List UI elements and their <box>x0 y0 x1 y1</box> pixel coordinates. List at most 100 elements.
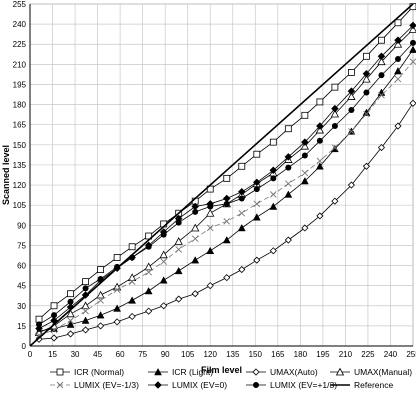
series-umax-auto-point <box>175 295 183 303</box>
series-umax-auto <box>35 99 416 343</box>
series-umax-auto-point <box>128 312 136 321</box>
series-lumix-ev-0-point <box>269 166 278 175</box>
series-umax-auto-point <box>347 181 355 189</box>
series-umax-auto-point <box>409 99 416 107</box>
series-icr-light-point <box>315 162 324 170</box>
legend-label: LUMIX (EV=0) <box>172 380 227 390</box>
axes: 0 15 30 45 60 75 90 105 120 135 150 165 180 195 210 225… <box>13 0 416 359</box>
y-tick-label: 15 <box>17 322 26 331</box>
series-lumix-ev-1-3-point <box>192 208 199 215</box>
series-icr-light-point <box>206 246 215 255</box>
y-tick-label: 120 <box>13 181 27 190</box>
series-umax-manual-point <box>174 237 183 245</box>
series-umax-auto-point <box>394 122 402 130</box>
series-lumix-ev-1-3-point <box>253 200 261 208</box>
y-tick-label: 45 <box>17 282 26 291</box>
x-tick-label: 90 <box>161 350 170 359</box>
legend-label: LUMIX (EV=+1/3) <box>270 380 337 390</box>
series-umax-manual-point <box>206 208 215 217</box>
series-icr-light-point <box>409 45 416 53</box>
series-lumix-ev-1-3-point <box>223 217 231 225</box>
series-icr-light-point <box>159 276 168 284</box>
legend: ICR (Normal) ICR (Light) UMAX(Auto) UMAX(Ma… <box>50 367 412 390</box>
series-icr-normal-point <box>238 162 246 170</box>
x-tick-label: 30 <box>71 350 80 359</box>
series-lumix-ev-1-3-point <box>409 58 416 65</box>
series-icr-light-point <box>300 177 309 185</box>
series-lumix-ev-0-point <box>347 87 356 96</box>
x-tick-label: 180 <box>294 350 308 359</box>
series-reference-line <box>29 3 414 347</box>
series-icr-light-point <box>269 202 278 210</box>
series-lumix-ev-1-3-point <box>82 307 89 315</box>
series-icr-normal-point <box>284 125 292 133</box>
series-lumix-ev-1-3-point <box>285 164 292 171</box>
series-lumix-ev-1-3-point <box>378 91 385 99</box>
series-icr-normal-point <box>378 36 385 44</box>
series-umax-auto-point <box>331 197 339 205</box>
legend-item-umax-auto: UMAX(Auto) <box>246 367 318 377</box>
y-tick-label: 90 <box>17 221 26 230</box>
series-umax-manual-point <box>191 223 200 232</box>
series-lumix-ev-1-3-point <box>238 195 245 202</box>
x-tick-label: 45 <box>93 350 102 359</box>
y-tick-label: 195 <box>13 80 27 89</box>
series-lumix-ev-0-point <box>377 52 386 61</box>
y-tick-label: 30 <box>17 302 26 311</box>
series-lumix-ev-0-point <box>394 36 402 45</box>
series-icr-light-point <box>144 286 153 295</box>
series-lumix-ev-1-3-point <box>348 106 355 113</box>
series-lumix-ev-1-3-point <box>145 243 152 250</box>
series-umax-manual-point <box>127 273 137 281</box>
series-umax-auto-point <box>284 236 292 244</box>
y-tick-label: 180 <box>13 101 27 110</box>
series-icr-normal-point <box>301 111 309 119</box>
series-umax-auto-point <box>191 290 199 298</box>
series-lumix-ev-1-3-point <box>35 331 43 339</box>
y-tick-label: 225 <box>13 40 27 49</box>
series-lumix-ev-1-3-point <box>238 209 246 217</box>
series-lumix-ev-0-point <box>284 153 293 161</box>
plot-series <box>29 3 416 347</box>
series-lumix-ev-1-3-point <box>223 200 230 207</box>
series-icr-normal-point <box>128 243 136 251</box>
legend-item-lumix-ev-1-3: LUMIX (EV=-1/3) <box>50 380 139 390</box>
series-umax-manual-point <box>330 109 340 118</box>
legend-item-lumix-ev-1-3: LUMIX (EV=+1/3) <box>246 380 337 390</box>
series-lumix-ev-1-3-point <box>175 246 183 253</box>
y-tick-label: 60 <box>17 262 26 271</box>
y-tick-label: 105 <box>13 201 27 210</box>
x-tick-label: 240 <box>384 350 398 359</box>
series-lumix-ev-1-3-point <box>67 317 74 324</box>
series-lumix-ev-1-3-point <box>301 169 309 177</box>
legend-label: UMAX(Auto) <box>270 367 318 377</box>
series-icr-normal-point <box>82 278 89 286</box>
series-icr-light-point <box>191 256 200 264</box>
series-lumix-ev-1-3-point <box>207 203 214 210</box>
series-umax-manual-point <box>159 250 168 259</box>
series-icr-light-point <box>96 311 105 319</box>
series-umax-manual-point <box>96 290 105 299</box>
series-lumix-ev-1-3-point <box>270 175 277 182</box>
series-lumix-ev-1-3-point <box>394 75 402 83</box>
series-lumix-ev-1-3-point <box>160 258 167 265</box>
series-lumix-ev-1-3-point <box>51 312 58 319</box>
series-lumix-ev-1-3-point <box>160 231 167 238</box>
x-tick-label: 105 <box>181 350 195 359</box>
series-umax-manual-point <box>66 309 75 318</box>
series-lumix-ev-1-3-point <box>128 278 136 285</box>
series-lumix-ev-0-point <box>331 104 339 113</box>
legend-item-icr-light: ICR (Light) <box>148 367 213 377</box>
series-umax-auto-point <box>97 322 105 330</box>
series-icr-light-point <box>284 190 293 198</box>
x-tick-label: 165 <box>271 350 285 359</box>
series-lumix-ev-1-3-point <box>348 128 355 135</box>
series-umax-auto-point <box>377 143 386 152</box>
series-umax-auto-point <box>35 335 43 343</box>
series-umax-auto-point <box>206 282 214 290</box>
x-tick-label: 0 <box>28 350 33 359</box>
series-lumix-ev-1-3-point <box>82 285 89 292</box>
y-tick-label: 255 <box>13 0 27 9</box>
series-icr-light-point <box>81 316 90 324</box>
series-icr-light-point <box>394 67 402 75</box>
